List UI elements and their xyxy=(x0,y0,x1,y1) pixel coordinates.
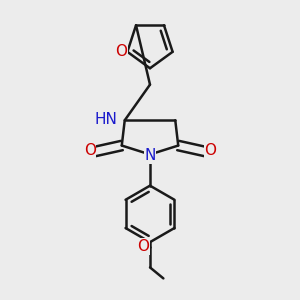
Text: O: O xyxy=(115,44,127,59)
Text: O: O xyxy=(137,239,149,254)
Text: N: N xyxy=(144,148,156,164)
Text: O: O xyxy=(84,142,96,158)
Text: O: O xyxy=(204,142,216,158)
Text: HN: HN xyxy=(95,112,118,127)
